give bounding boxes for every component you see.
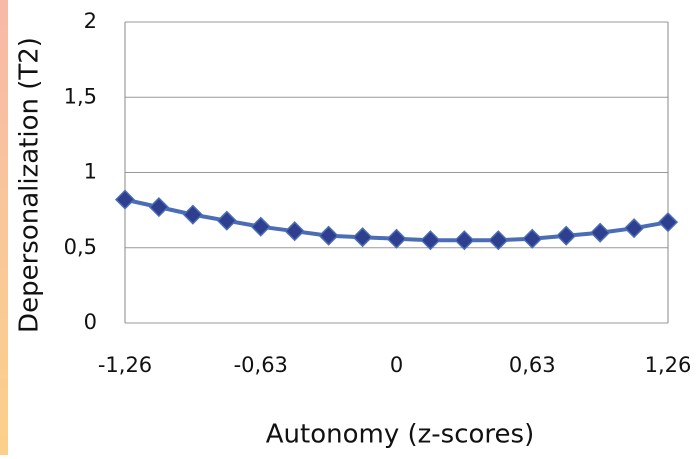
data-point: [318, 225, 339, 246]
y-tick-label: 0: [84, 310, 97, 334]
x-tick-label: -1,26: [98, 353, 152, 377]
x-tick-label: 1,26: [645, 353, 692, 377]
data-point: [556, 225, 577, 246]
data-point: [488, 230, 509, 251]
y-axis-title: Depersonalization (T2): [15, 37, 45, 333]
x-tick-label: -0,63: [234, 353, 288, 377]
data-point: [454, 230, 475, 251]
y-tick-label: 2: [84, 9, 97, 33]
data-point: [216, 210, 237, 231]
data-point: [386, 228, 407, 249]
data-point: [148, 197, 169, 218]
data-point: [522, 228, 543, 249]
data-point: [657, 212, 679, 233]
x-tick-label: 0,63: [509, 353, 556, 377]
data-point: [114, 189, 136, 210]
y-tick-label: 0,5: [64, 235, 97, 259]
data-point: [182, 204, 203, 225]
y-tick-label: 1,5: [64, 84, 97, 108]
data-point: [624, 218, 645, 239]
data-point: [284, 221, 305, 242]
edge-decoration: [0, 0, 8, 455]
data-point: [420, 230, 441, 251]
data-point: [352, 227, 373, 248]
y-tick-label: 1: [84, 160, 97, 184]
x-axis-title: Autonomy (z-scores): [266, 420, 534, 450]
x-tick-label: 0: [390, 353, 403, 377]
data-point: [590, 222, 611, 243]
data-point: [250, 216, 271, 237]
